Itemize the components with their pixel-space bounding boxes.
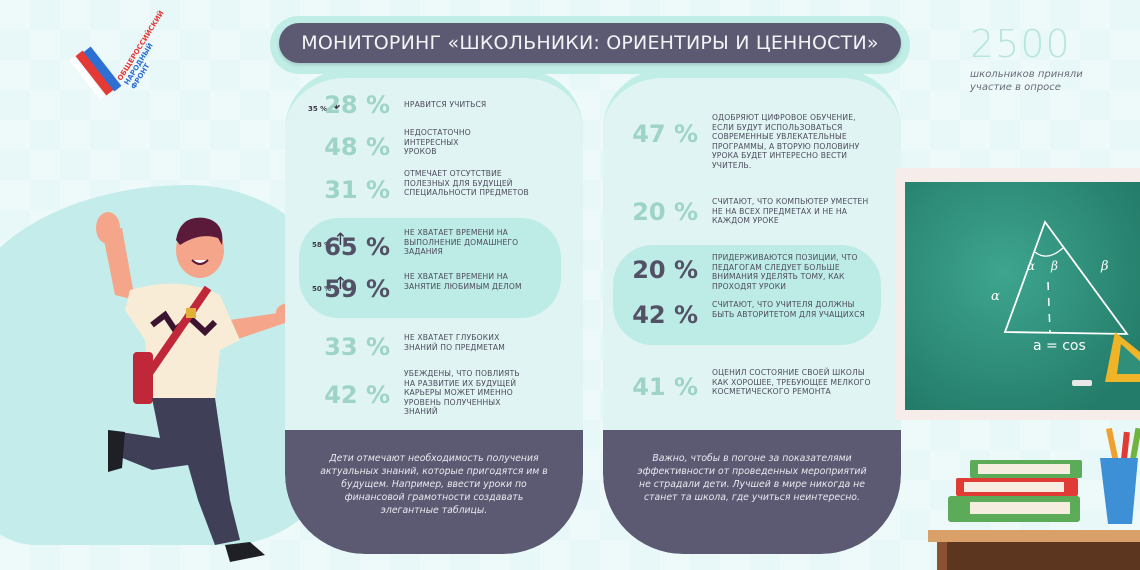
right-footer-note: Важно, чтобы в погоне за показателями эф… (603, 430, 901, 554)
stat-item: 31 % отмечает отсутствие полезных для бу… (320, 169, 534, 203)
prev-value-65: 58 % ↑ (312, 230, 348, 250)
stat-percent: 28 % (324, 91, 390, 119)
student-illustration (96, 212, 304, 562)
stat-description: недостаточно интересных уроков (404, 128, 471, 156)
stat-item: 48 % недостаточно интересных уроков (320, 128, 484, 160)
stat-description: нравится учиться (404, 100, 487, 109)
stat-description: оценил состояние своей школы как хорошее… (712, 368, 871, 396)
stat-item: 42 % считают, что учителя должны быть ав… (628, 300, 867, 328)
chalkboard: α β α β a = cos (905, 182, 1140, 410)
previous-percent: 35 % (308, 105, 328, 113)
desk-body (937, 542, 1140, 570)
stat-item: 20 % придерживаются позиции, что педагог… (628, 253, 867, 291)
stat-item: 41 % оценил состояние своей школы как хо… (628, 368, 872, 400)
participants-caption: школьников приняли участие в опросе (970, 68, 1083, 94)
stat-description: не хватает времени на занятие любимым де… (404, 272, 522, 291)
prev-value-59: 50 % ↑ (312, 274, 348, 294)
stat-percent: 31 % (324, 176, 390, 204)
desk-top (928, 530, 1140, 542)
stat-description: считают, что учителя должны быть авторит… (712, 300, 865, 319)
stat-item: 42 % убеждены, что повлиять на развитие … (320, 369, 532, 417)
right-panel: 47 % одобряют цифровое обучение, если бу… (603, 70, 901, 554)
arrow-up-icon: ↑ (333, 230, 348, 250)
stat-percent: 48 % (324, 133, 390, 161)
desk-leg (937, 542, 947, 570)
triangle-drawing: α β α β a = cos (991, 220, 1140, 386)
stat-description: отмечает отсутствие полезных для будущей… (404, 169, 529, 197)
stat-description: не хватает времени на выполнение домашне… (404, 228, 519, 256)
arrow-down-icon: ↓ (329, 94, 344, 114)
left-highlight-block (299, 218, 561, 318)
stat-percent: 65 % (324, 233, 390, 261)
chalk-formula: a = cos (1033, 338, 1086, 354)
chalk-side-a: α (991, 289, 1000, 304)
stat-description: убеждены, что повлиять на развитие их бу… (404, 369, 520, 416)
stat-item: 47 % одобряют цифровое обучение, если бу… (628, 113, 877, 170)
arrow-up-icon: ↑ (333, 274, 348, 294)
previous-percent: 50 % (312, 285, 332, 293)
stat-item: 33 % не хватает глубоких знаний по предм… (320, 333, 529, 360)
left-panel: 35 % ↓ 28 % нравится учиться 48 % недост… (285, 70, 583, 554)
participants-counter: 2500 школьников приняли участие в опросе (970, 24, 1083, 94)
stat-percent: 59 % (324, 275, 390, 303)
stat-percent: 47 % (632, 120, 698, 148)
stat-percent: 20 % (632, 198, 698, 226)
logo-line-2: НАРОДНЫЙ (122, 41, 155, 87)
title-banner: МОНИТОРИНГ «ШКОЛЬНИКИ: ОРИЕНТИРЫ И ЦЕННО… (270, 16, 910, 74)
stat-description: одобряют цифровое обучение, если будут и… (712, 113, 860, 170)
participants-caption-line-2: участие в опросе (970, 82, 1061, 93)
stat-percent: 41 % (632, 373, 698, 401)
right-highlight-block (613, 245, 881, 345)
stat-item: 65 % не хватает времени на выполнение до… (320, 228, 529, 260)
onf-logo: ОБЩЕРОССИЙСКИЙ НАРОДНЫЙ ФРОНТ (69, 9, 178, 110)
left-footer-note: Дети отмечают необходимость получения ак… (285, 430, 583, 554)
previous-percent: 58 % (312, 241, 332, 249)
chalk-side-b: β (1100, 259, 1109, 274)
chalk-alpha: α (1027, 259, 1035, 273)
stat-item: 28 % нравится учиться (320, 92, 486, 118)
logo-text: ОБЩЕРОССИЙСКИЙ НАРОДНЫЙ ФРОНТ (116, 9, 179, 90)
books-and-pencils-illustration (948, 428, 1140, 524)
participants-caption-line-1: школьников приняли (970, 69, 1083, 80)
chalk-beta: β (1050, 259, 1058, 273)
stat-item: 59 % не хватает времени на занятие любим… (320, 272, 529, 302)
prev-value-28: 35 % ↓ (308, 94, 344, 114)
stat-percent: 42 % (632, 301, 698, 329)
stat-item: 20 % считают, что компьютер уместен не н… (628, 197, 872, 226)
page-title: МОНИТОРИНГ «ШКОЛЬНИКИ: ОРИЕНТИРЫ И ЦЕННО… (279, 23, 901, 63)
stat-description: считают, что компьютер уместен не на все… (712, 197, 869, 225)
stat-percent: 20 % (632, 256, 698, 284)
stat-percent: 42 % (324, 381, 390, 409)
stat-percent: 33 % (324, 333, 390, 361)
stat-description: не хватает глубоких знаний по предметам (404, 333, 505, 352)
stat-description: придерживаются позиции, что педагогам сл… (712, 253, 858, 291)
participants-count: 2500 (970, 22, 1071, 66)
